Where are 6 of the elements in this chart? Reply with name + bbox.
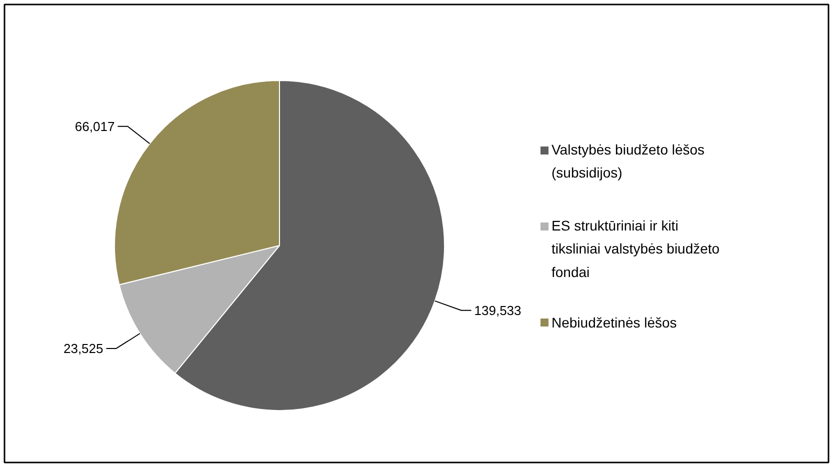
data-label: 139,533 — [474, 302, 522, 318]
legend-label: Valstybės biudžeto lėšos (subsidijos) — [552, 142, 705, 181]
legend-label: ES struktūriniai ir kiti tiksliniai valstybės biudžeto fondai — [552, 218, 720, 280]
data-label: 23,525 — [63, 340, 104, 356]
legend-label: Nebiudžetinės lėšos — [552, 314, 677, 330]
data-label: 66,017 — [74, 118, 115, 134]
